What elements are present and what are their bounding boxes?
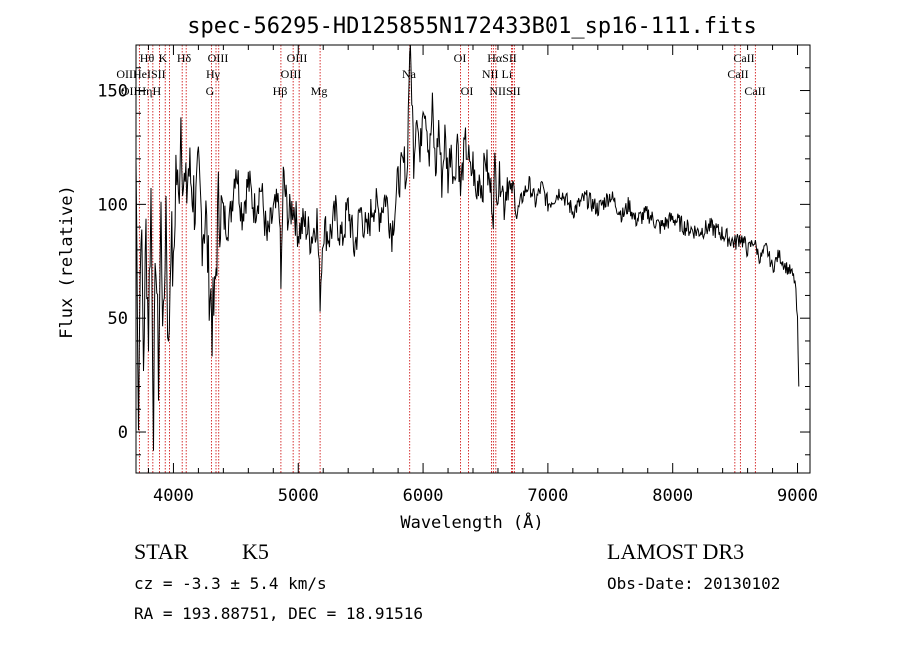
x-tick-label: 4000: [153, 486, 194, 506]
spectral-line-labels: Hθ K Hδ OIII OIII OI HαSII CaII OIIHeISII Hγ OIII N…: [116, 51, 765, 98]
line-label: K: [159, 51, 168, 65]
redshift-cz: cz = -3.3 ± 5.4 km/s: [134, 574, 327, 593]
line-label: NII Li: [482, 67, 513, 81]
line-label: OIII: [287, 51, 308, 65]
y-tick-label: 0: [118, 423, 128, 443]
y-tick-label: 100: [97, 195, 128, 215]
x-axis-label: Wavelength (Å): [400, 511, 543, 533]
spectral-line-markers: [138, 45, 756, 473]
y-tick-label: 50: [108, 309, 128, 329]
line-label: G: [206, 84, 215, 98]
obs-date: Obs-Date: 20130102: [607, 574, 781, 593]
line-label: Hβ: [273, 84, 288, 98]
line-label: OI: [461, 84, 474, 98]
coordinates: RA = 193.88751, DEC = 18.91516: [134, 604, 423, 623]
line-label: NIISII: [489, 84, 520, 98]
y-tick-label: 150: [97, 82, 128, 102]
line-label: OI: [454, 51, 467, 65]
chart-title: spec-56295-HD125855N172433B01_sp16-111.f…: [187, 14, 757, 39]
line-label: OIIHeISII: [116, 67, 165, 81]
y-axis: 0 50 100 150: [97, 67, 810, 456]
plot-frame: [135, 44, 811, 474]
line-label: CaII: [733, 51, 754, 65]
line-label: CaII: [744, 84, 765, 98]
line-label: Hγ: [206, 67, 221, 81]
object-class: STAR: [134, 539, 189, 564]
x-tick-label: 7000: [527, 486, 568, 506]
survey-name: LAMOST DR3: [607, 539, 745, 564]
spectrum-line: [135, 44, 800, 451]
line-label: Mg: [311, 84, 328, 98]
x-tick-label: 6000: [403, 486, 444, 506]
x-axis: 4000 5000 6000 7000 8000 9000: [147, 45, 818, 506]
line-label: Hδ: [177, 51, 192, 65]
x-tick-label: 8000: [652, 486, 693, 506]
line-label: OIII: [281, 67, 302, 81]
line-label: Hθ: [140, 51, 155, 65]
line-label: CaII: [727, 67, 748, 81]
line-label: OIII: [208, 51, 229, 65]
x-tick-label: 9000: [777, 486, 818, 506]
object-subclass: K5: [242, 539, 269, 564]
line-label: HαSII: [487, 51, 517, 65]
y-axis-label: Flux (relative): [57, 185, 77, 339]
x-tick-label: 5000: [278, 486, 319, 506]
spectrum-series: [135, 44, 800, 451]
